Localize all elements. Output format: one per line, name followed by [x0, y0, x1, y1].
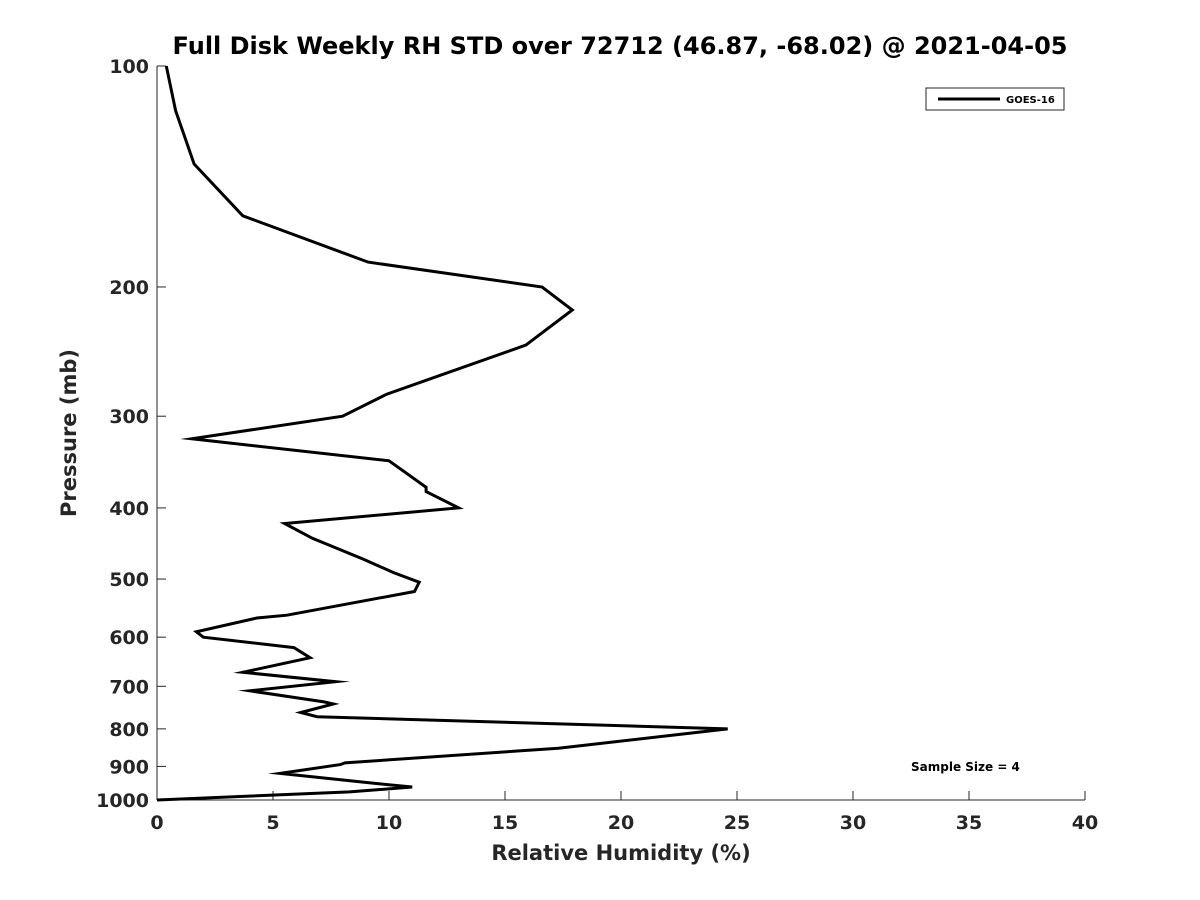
y-tick-label: 600	[109, 627, 149, 649]
x-tick-label: 35	[956, 812, 982, 834]
x-tick-label: 0	[150, 812, 163, 834]
y-axis-ticks: 100 200 300 400 500 600 700 800 900 1000	[96, 56, 166, 812]
series-line-goes-16	[156, 65, 728, 802]
x-tick-label: 30	[840, 812, 866, 834]
x-tick-label: 15	[492, 812, 518, 834]
x-tick-label: 10	[376, 812, 402, 834]
y-tick-label: 800	[109, 719, 149, 741]
x-tick-label: 20	[608, 812, 634, 834]
x-tick-label: 40	[1072, 812, 1098, 834]
chart-title: Full Disk Weekly RH STD over 72712 (46.8…	[173, 32, 1068, 60]
y-tick-label: 500	[109, 569, 149, 591]
sample-size-annotation: Sample Size = 4	[911, 760, 1020, 774]
y-tick-label: 300	[109, 406, 149, 428]
x-tick-label: 5	[266, 812, 279, 834]
y-tick-label: 400	[109, 498, 149, 520]
x-tick-label: 25	[724, 812, 750, 834]
legend-label-goes-16: GOES-16	[1006, 95, 1055, 106]
x-axis-label: Relative Humidity (%)	[491, 841, 750, 865]
y-tick-label: 1000	[96, 790, 149, 812]
y-tick-label: 900	[109, 756, 149, 778]
y-axis-label: Pressure (mb)	[57, 349, 81, 517]
series-layer	[156, 65, 728, 802]
y-tick-label: 100	[109, 56, 149, 78]
x-axis-ticks: 0 5 10 15 20 25 30 35 40	[150, 791, 1098, 834]
legend: GOES-16	[925, 87, 1065, 111]
y-tick-label: 700	[109, 676, 149, 698]
y-tick-label: 200	[109, 277, 149, 299]
